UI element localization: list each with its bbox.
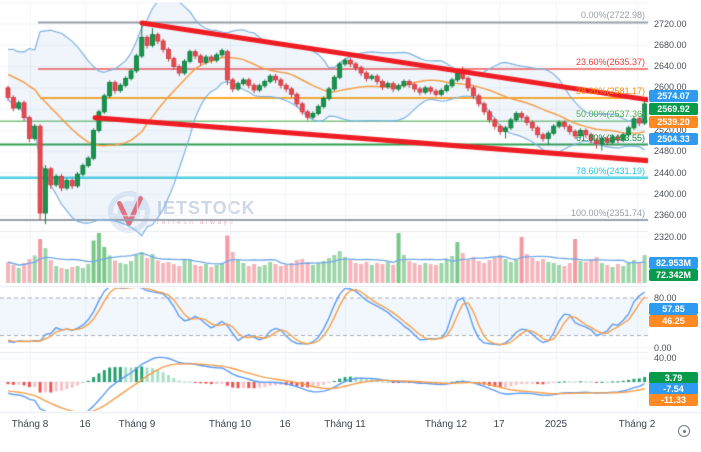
stoch-badge: 57.85 bbox=[649, 303, 698, 316]
macd-badge: -7.54 bbox=[649, 383, 698, 396]
y-axis-label: 2320.00 bbox=[654, 231, 687, 242]
y-axis-label: 2560.00 bbox=[654, 103, 687, 114]
stoch-axis-label: 80.00 bbox=[654, 292, 677, 303]
y-axis-label: 2720.00 bbox=[654, 18, 687, 29]
price-badge: 2504.33 bbox=[649, 132, 698, 145]
x-axis-label: Tháng 11 bbox=[324, 419, 366, 430]
settings-icon[interactable] bbox=[677, 424, 691, 438]
price-badge: 2574.07 bbox=[649, 89, 698, 102]
x-axis-label: Tháng 10 bbox=[208, 419, 252, 430]
settings-icon-dot bbox=[682, 429, 686, 433]
y-axis-label: 2680.00 bbox=[654, 39, 687, 50]
price-badge: 2569.92 bbox=[649, 102, 698, 115]
price-badge: 2539.20 bbox=[649, 115, 698, 128]
x-axis-label: Tháng 8 bbox=[11, 419, 49, 430]
y-axis-label: 2640.00 bbox=[654, 61, 687, 72]
y-axis-label: 2360.00 bbox=[654, 210, 687, 221]
x-axis-label: 2025 bbox=[544, 419, 568, 430]
time-axis[interactable]: Tháng 8 16 Tháng 9 Tháng 10 16 Tháng 11 Tháng … bbox=[0, 412, 701, 452]
volume-badge: 82.953M bbox=[649, 257, 698, 269]
stoch-axis-label: 0.00 bbox=[654, 342, 672, 353]
macd-badge: -11.33 bbox=[649, 394, 698, 407]
x-axis-label: Tháng 9 bbox=[118, 419, 156, 430]
macd-axis-label: 40.00 bbox=[654, 352, 677, 363]
y-axis-label: 2600.00 bbox=[654, 82, 687, 93]
x-axis-label: 16 bbox=[279, 419, 291, 430]
x-axis-label: Tháng 2 bbox=[618, 419, 656, 430]
macd-badge: 3.79 bbox=[649, 372, 698, 385]
y-axis-label: 2440.00 bbox=[654, 167, 687, 178]
stoch-badge: 46.25 bbox=[649, 315, 698, 328]
x-axis-label: 17 bbox=[493, 419, 505, 430]
y-axis-label: 2400.00 bbox=[654, 188, 687, 199]
y-axis-label: 2480.00 bbox=[654, 146, 687, 157]
x-axis-label: Tháng 12 bbox=[424, 419, 468, 430]
y-axis-label: 2520.00 bbox=[654, 125, 687, 135]
price-axis[interactable]: 2720.00 2680.00 2640.00 2600.00 2560.00 2520.… bbox=[648, 0, 701, 412]
x-axis-label: 16 bbox=[79, 419, 91, 430]
settings-icon-ring bbox=[678, 425, 690, 437]
volume-badge: 72.342M bbox=[649, 269, 698, 281]
